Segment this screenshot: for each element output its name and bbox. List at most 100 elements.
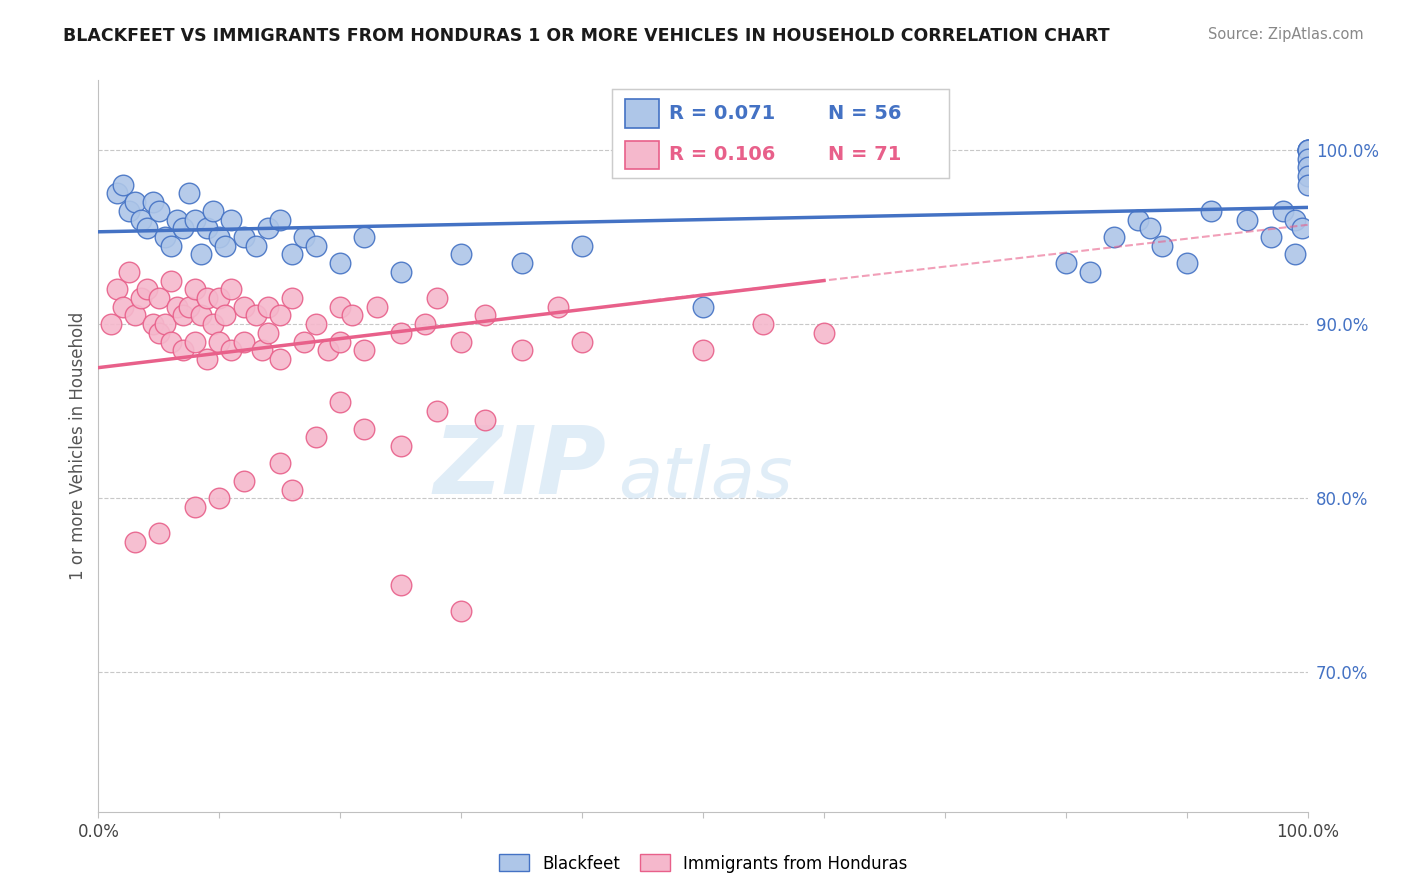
Point <box>195 291 218 305</box>
Point <box>208 334 231 349</box>
Point <box>269 457 291 471</box>
Point <box>232 300 254 314</box>
Point <box>269 212 291 227</box>
Point <box>269 351 291 366</box>
Point <box>329 334 352 349</box>
Point <box>232 334 254 349</box>
Point <box>124 195 146 210</box>
Point <box>281 483 304 497</box>
Point <box>256 221 278 235</box>
Point <box>510 256 533 270</box>
Point <box>256 326 278 340</box>
Point <box>184 212 207 227</box>
Text: ZIP: ZIP <box>433 422 606 514</box>
Point <box>292 230 315 244</box>
Point <box>172 343 194 358</box>
Point <box>692 300 714 314</box>
Point <box>195 351 218 366</box>
Point <box>245 309 267 323</box>
Point <box>202 203 225 218</box>
Point <box>129 291 152 305</box>
Point <box>232 230 254 244</box>
Point <box>160 334 183 349</box>
Point <box>474 413 496 427</box>
Point <box>221 343 243 358</box>
Point <box>148 291 170 305</box>
Point <box>221 282 243 296</box>
Point <box>1128 212 1150 227</box>
Point <box>366 300 388 314</box>
Point <box>184 334 207 349</box>
Point <box>752 317 775 331</box>
Point <box>1175 256 1198 270</box>
Point <box>208 230 231 244</box>
Point <box>353 343 375 358</box>
Point <box>450 247 472 261</box>
Point <box>148 203 170 218</box>
Point <box>124 309 146 323</box>
Point <box>1078 265 1101 279</box>
Point <box>105 186 128 201</box>
Point <box>389 326 412 340</box>
Point <box>118 265 141 279</box>
Point <box>142 195 165 210</box>
Point <box>329 256 352 270</box>
Point <box>281 247 304 261</box>
Legend: Blackfeet, Immigrants from Honduras: Blackfeet, Immigrants from Honduras <box>492 847 914 880</box>
Point <box>1272 203 1295 218</box>
Point <box>179 186 201 201</box>
Point <box>153 317 176 331</box>
Point <box>214 309 236 323</box>
Point <box>129 212 152 227</box>
Point <box>342 309 364 323</box>
Point <box>450 334 472 349</box>
Point <box>250 343 273 358</box>
Point <box>202 317 225 331</box>
Point <box>118 203 141 218</box>
Point <box>389 265 412 279</box>
Point <box>1296 152 1319 166</box>
Text: N = 56: N = 56 <box>828 103 901 123</box>
Point <box>413 317 436 331</box>
Text: atlas: atlas <box>619 444 793 514</box>
Point <box>135 282 157 296</box>
Point <box>426 291 449 305</box>
Point <box>221 212 243 227</box>
Point <box>1102 230 1125 244</box>
Y-axis label: 1 or more Vehicles in Household: 1 or more Vehicles in Household <box>69 312 87 580</box>
Point <box>166 300 188 314</box>
Point <box>1284 247 1306 261</box>
Point <box>353 421 375 435</box>
Point <box>1139 221 1161 235</box>
Point <box>292 334 315 349</box>
Point <box>547 300 569 314</box>
Point <box>353 230 375 244</box>
Point <box>305 317 328 331</box>
Point <box>389 439 412 453</box>
Point <box>184 500 207 514</box>
Point <box>813 326 835 340</box>
Point <box>1291 221 1313 235</box>
Point <box>510 343 533 358</box>
Point <box>1152 238 1174 252</box>
Point <box>179 300 201 314</box>
Point <box>316 343 339 358</box>
Point <box>450 604 472 618</box>
Point <box>1296 161 1319 175</box>
Point <box>135 221 157 235</box>
Point <box>195 221 218 235</box>
Point <box>172 309 194 323</box>
Point <box>1260 230 1282 244</box>
Text: N = 71: N = 71 <box>828 145 901 164</box>
FancyBboxPatch shape <box>626 141 659 169</box>
Point <box>245 238 267 252</box>
Point <box>269 309 291 323</box>
Point <box>124 534 146 549</box>
Point <box>329 395 352 409</box>
Point <box>208 291 231 305</box>
Point <box>571 238 593 252</box>
Point <box>1296 143 1319 157</box>
Point <box>426 404 449 418</box>
Point <box>105 282 128 296</box>
Point <box>148 526 170 541</box>
